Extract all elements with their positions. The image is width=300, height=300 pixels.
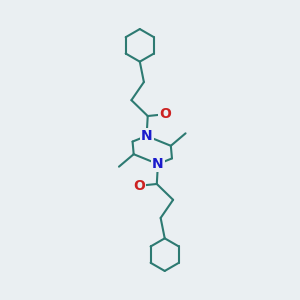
Text: N: N xyxy=(152,157,164,171)
Text: N: N xyxy=(141,129,152,143)
Text: O: O xyxy=(160,107,171,121)
Text: O: O xyxy=(133,179,145,193)
